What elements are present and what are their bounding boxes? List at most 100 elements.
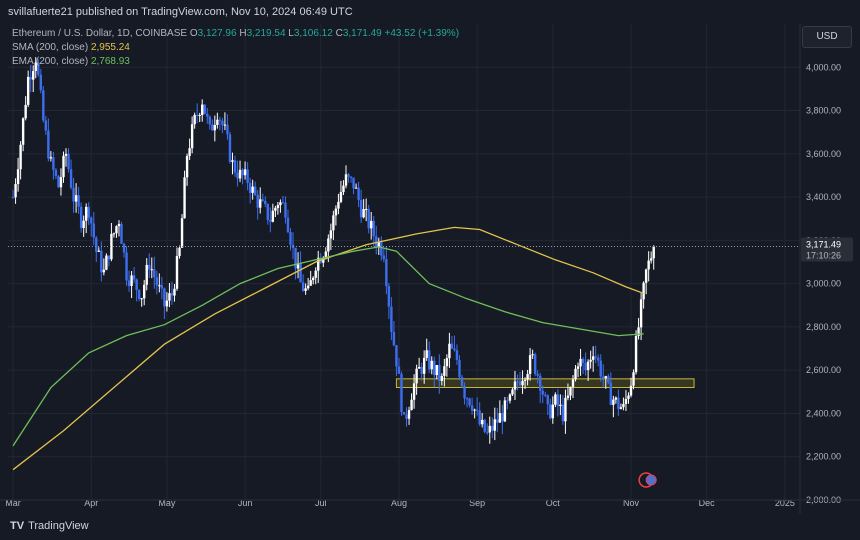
candle-body (523, 379, 527, 381)
candle-body (286, 217, 290, 232)
candle-body (412, 383, 416, 400)
candle-body (536, 373, 539, 376)
candle-body (44, 120, 48, 131)
candle-body (561, 404, 565, 422)
candle-body (344, 174, 348, 186)
candle-body (148, 264, 151, 270)
candle-body (296, 263, 300, 269)
candle-body (395, 345, 398, 367)
candle-body (359, 200, 363, 218)
flag-icon (645, 474, 657, 486)
candle-body (198, 115, 201, 117)
candle-body (375, 236, 378, 247)
candle-body (69, 169, 73, 188)
candle-body (556, 394, 560, 407)
x-tick-label: 2025 (775, 498, 795, 508)
candle-body (49, 157, 53, 159)
high-label: H (239, 28, 247, 39)
candle-body (74, 195, 78, 202)
candle-body (34, 62, 37, 72)
candle-body (435, 365, 438, 376)
candle-body (503, 400, 507, 422)
candle-body (117, 223, 121, 227)
candle-body (112, 233, 116, 235)
candle-body (392, 331, 396, 346)
legend-sma[interactable]: SMA (200, close) 2,955.24 (12, 42, 130, 53)
candle-body (243, 169, 247, 176)
candle-body (549, 404, 552, 419)
candle-body (223, 124, 227, 126)
candle-body (52, 157, 55, 170)
legend-ema[interactable]: EMA (200, close) 2,768.93 (12, 56, 130, 67)
candle-body (294, 247, 297, 269)
candle-body (569, 386, 572, 396)
candle-body (301, 282, 305, 291)
candle-body (140, 298, 143, 300)
candle-body (546, 395, 549, 405)
candle-body (11, 197, 15, 199)
tradingview-logo[interactable]: TV TradingView (10, 520, 89, 532)
candle-body (269, 220, 272, 222)
candle-body (317, 257, 320, 271)
candle-body (609, 382, 613, 405)
candle-body (175, 256, 179, 289)
candle-body (511, 389, 514, 395)
sma-200-line (12, 226, 644, 471)
candle-body (26, 76, 30, 105)
candle-body (407, 410, 411, 419)
candle-body (64, 153, 68, 156)
candle-body (430, 360, 433, 370)
price-chart[interactable]: 4,000.003,800.003,600.003,400.003,200.00… (0, 24, 860, 514)
x-tick-label: Nov (623, 498, 640, 508)
candle-body (632, 372, 635, 386)
candle-body (614, 397, 618, 400)
candle-body (571, 379, 575, 387)
candle-body (397, 366, 401, 374)
candle-body (478, 410, 481, 425)
candle-body (127, 280, 131, 286)
candle-body (122, 243, 126, 253)
candle-body (256, 194, 259, 208)
candle-body (576, 366, 580, 369)
candle-body (37, 62, 40, 75)
candle-body (475, 409, 479, 411)
candle-body (203, 104, 206, 114)
candle-body (458, 359, 461, 378)
y-tick-label: 3,400.00 (806, 192, 841, 202)
candle-body (531, 354, 534, 356)
candle-body (233, 160, 237, 173)
x-tick-label: Mar (5, 498, 21, 508)
candle-body (16, 169, 20, 185)
support-zone (395, 378, 695, 388)
y-tick-label: 2,600.00 (806, 365, 841, 375)
candle-body (433, 360, 436, 376)
candle-body (266, 203, 269, 221)
candle-body (415, 368, 418, 384)
candle-body (90, 217, 93, 224)
candle-body (218, 119, 222, 121)
currency-button[interactable]: USD (802, 26, 852, 48)
sma-label: SMA (200, close) (12, 42, 89, 53)
candle-body (493, 419, 497, 431)
candle-body (62, 155, 65, 178)
candle-body (271, 210, 275, 222)
low-value: 3,106.12 (293, 28, 333, 39)
candle-body (443, 366, 446, 376)
candle-body (589, 359, 592, 362)
candle-body (647, 260, 650, 270)
candle-body (324, 251, 328, 259)
candle-body (564, 397, 567, 422)
chart-area[interactable]: 4,000.003,800.003,600.003,400.003,200.00… (0, 24, 860, 514)
candle-body (322, 258, 325, 263)
candle-body (72, 187, 75, 202)
candle-body (14, 184, 17, 198)
candle-body (440, 375, 444, 382)
candle-body (87, 206, 90, 218)
candle-body (261, 199, 264, 201)
candle-body (150, 269, 153, 271)
legend-ohlc: Ethereum / U.S. Dollar, 1D, COINBASE O3,… (12, 28, 459, 39)
candle-body (566, 395, 570, 398)
candle-body (387, 286, 391, 307)
candle-body (463, 386, 466, 399)
candle-body (213, 125, 217, 131)
